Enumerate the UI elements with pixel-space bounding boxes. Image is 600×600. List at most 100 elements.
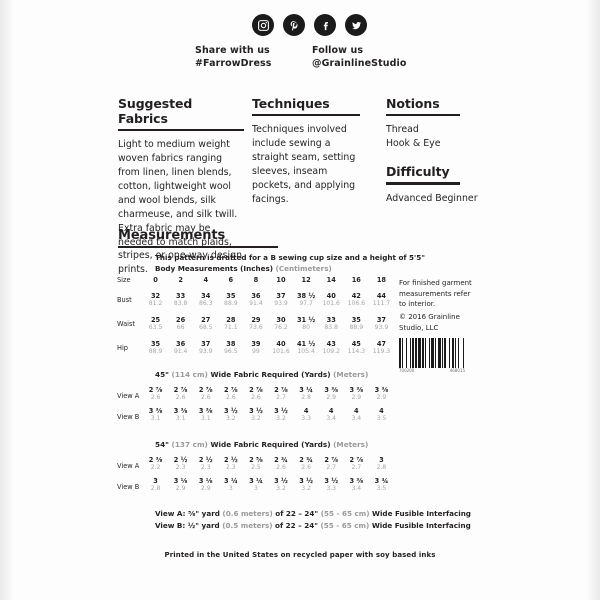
table-row: 2.2 2.3 2.3 2.3 2.5 2.6 2.6 2.7 2.7 2.8 <box>116 464 394 477</box>
table-row: 81.2 83.8 86.3 88.9 91.4 93.9 97.7 101.6 106.6 11… <box>116 300 394 312</box>
measurements-heading: Measurements <box>118 228 278 249</box>
measurement-cell-inches: 33 <box>176 292 186 301</box>
barcode-bar <box>441 338 443 368</box>
meterage-cell: 3.2 <box>276 415 286 423</box>
measurement-cell-cm: 81.2 <box>148 300 163 308</box>
table-row: Bust 32 33 34 35 36 37 38 ½ 40 42 44 <box>116 288 394 304</box>
barcode-bar <box>428 338 430 368</box>
measurement-cell-inches: 41 ½ <box>296 339 316 348</box>
meterage-cell: 2.3 <box>175 464 186 472</box>
meterage-cell: 2.6 <box>175 394 186 402</box>
measurement-cell-inches: 25 <box>150 316 161 325</box>
meterage-cell: 3.1 <box>175 415 186 423</box>
twitter-icon[interactable] <box>345 14 367 36</box>
meterage-cell: 2.3 <box>225 464 236 472</box>
yardage-cell: 3 ⅜ <box>349 386 364 394</box>
measurement-cell-inches: 45 <box>351 339 361 348</box>
barcode-bar <box>451 338 454 368</box>
measurement-cell-cm: 93.9 <box>274 300 288 308</box>
share-hashtag: #FarrowDress <box>195 58 272 70</box>
interfacing-b-tail: Wide Fusible Interfacing <box>371 520 471 530</box>
barcode-image <box>399 338 465 368</box>
measurement-cell-cm: 101.6 <box>272 348 290 356</box>
measurement-cell-cm: 88.9 <box>148 348 163 356</box>
yardage-cell: 2 ⅞ <box>274 386 288 394</box>
yardage-cell: 2 ¾ <box>299 456 313 464</box>
share-with-us-block: Share with us #FarrowDress <box>195 44 272 70</box>
yardage-cell: 2 ½ <box>173 456 188 464</box>
measurement-cell-inches: 34 <box>201 292 211 301</box>
measurement-cell-cm: 97.7 <box>299 300 313 308</box>
measurement-cell-cm: 101.6 <box>322 300 340 308</box>
table-row: Size 0 2 4 6 8 10 12 14 16 18 <box>116 276 394 288</box>
suggested-fabrics-body: Light to medium weight woven fabrics ran… <box>118 139 243 276</box>
measurements-notes: This pattern is drafted for a B sewing c… <box>155 252 425 274</box>
meterage-cell: 2.6 <box>276 464 286 472</box>
interfacing-b-mid: of 22 – 24" <box>275 520 318 530</box>
follow-label: Follow us <box>312 45 364 56</box>
pinterest-icon[interactable] <box>283 14 305 36</box>
yardage-cell: 3 <box>379 456 384 464</box>
measurement-cell-inches: 47 <box>376 339 387 348</box>
meterage-cell: 2.6 <box>251 394 261 402</box>
measurement-cell-inches: 43 <box>326 339 336 348</box>
interfacing-requirements: View A: ⅝" yard (0.6 meters) of 22 – 24"… <box>155 508 471 531</box>
measurement-cell-cm: 83.8 <box>324 324 338 332</box>
size-header-cell: 8 <box>253 276 259 284</box>
measurement-cell-inches: 37 <box>376 316 387 325</box>
measurement-cell-inches: 40 <box>326 292 336 301</box>
measurement-cell-inches: 42 <box>351 292 361 301</box>
suggested-fabrics-title: Suggested Fabrics <box>118 96 193 126</box>
row-label-size: Size <box>117 276 131 284</box>
measurement-cell-inches: 39 <box>251 339 261 348</box>
barcode-bar <box>462 338 464 368</box>
body-measurements-table: Size 0 2 4 6 8 10 12 14 16 18 Bust 32 33 34 35 36 37 38 ½ 4… <box>116 276 394 360</box>
size-header-cell: 14 <box>326 276 336 284</box>
table-row: View A 2 ⅜ 2 ½ 2 ½ 2 ½ 2 ⅝ 2 ¾ 2 ¾ 2 ⅞ 2 ⅞ 3 <box>116 456 394 470</box>
measurement-cell-cm: 71.1 <box>224 324 238 332</box>
barcode-bar <box>409 338 412 368</box>
yardage-cell: 2 ⅞ <box>173 386 188 394</box>
interfacing-a-lead: View A: ⅝" yard <box>155 509 220 518</box>
copyright-text: © 2016 Grainline Studio, LLC <box>399 313 460 332</box>
instagram-icon[interactable] <box>252 14 274 36</box>
meterage-cell: 2.3 <box>200 464 211 472</box>
divider-rule <box>386 182 460 185</box>
techniques-body: Techniques involved include sewing a str… <box>252 124 356 205</box>
fabric-45-heading-metric: (Meters) <box>333 370 369 379</box>
table-row: 2.8 2.9 2.9 3 3 3.2 3.2 3.3 3.4 3.5 <box>116 485 394 498</box>
fabric-54-heading: 54" (137 cm) Wide Fabric Required (Yards… <box>155 440 406 449</box>
measurement-cell-inches: 30 <box>276 316 286 325</box>
measurement-cell-inches: 44 <box>376 292 387 301</box>
fabric-54-width: 54" <box>155 440 169 449</box>
yardage-cell: 2 ⅞ <box>198 386 213 394</box>
barcode-right-digits: 468015 <box>449 368 465 373</box>
measurement-cell-cm: 68.5 <box>198 324 213 332</box>
yardage-cell: 2 ⅜ <box>148 456 163 464</box>
yardage-cell: 2 ⅞ <box>148 386 163 394</box>
fabric-54-tbody: View A 2 ⅜ 2 ½ 2 ½ 2 ½ 2 ⅝ 2 ¾ 2 ¾ 2 ⅞ 2 ⅞ 3 2.2 2.3… <box>116 456 394 498</box>
yardage-cell: 3 ¾ <box>374 476 389 485</box>
difficulty-title: Difficulty <box>386 164 450 180</box>
measurement-cell-cm: 76.2 <box>274 324 288 332</box>
drafting-note: This pattern is drafted for a B sewing c… <box>155 253 425 262</box>
meterage-cell: 3.4 <box>351 485 362 493</box>
measurement-cell-cm: 114.3 <box>347 348 366 356</box>
meterage-cell: 3 <box>228 485 233 493</box>
barcode-bar <box>399 338 402 368</box>
facebook-icon[interactable] <box>314 14 336 36</box>
measurement-cell-inches: 28 <box>226 316 236 325</box>
yardage-cell: 3 ½ <box>274 406 288 415</box>
fabric-45-heading-main: Wide Fabric Required (Yards) <box>210 370 331 379</box>
yardage-cell: 4 <box>303 406 309 415</box>
size-header-cell: 16 <box>351 276 361 284</box>
barcode-bar <box>435 338 437 368</box>
measurement-cell-inches: 40 <box>276 339 286 348</box>
yardage-cell: 2 ½ <box>198 456 213 464</box>
yardage-cell: 3 ¼ <box>249 476 263 485</box>
barcode-bar <box>438 338 441 368</box>
yardage-cell: 2 ⅞ <box>249 386 263 394</box>
measurement-cell-inches: 36 <box>176 339 186 348</box>
yardage-cell: 3 ⅜ <box>148 406 163 415</box>
meterage-cell: 3.1 <box>200 415 211 423</box>
